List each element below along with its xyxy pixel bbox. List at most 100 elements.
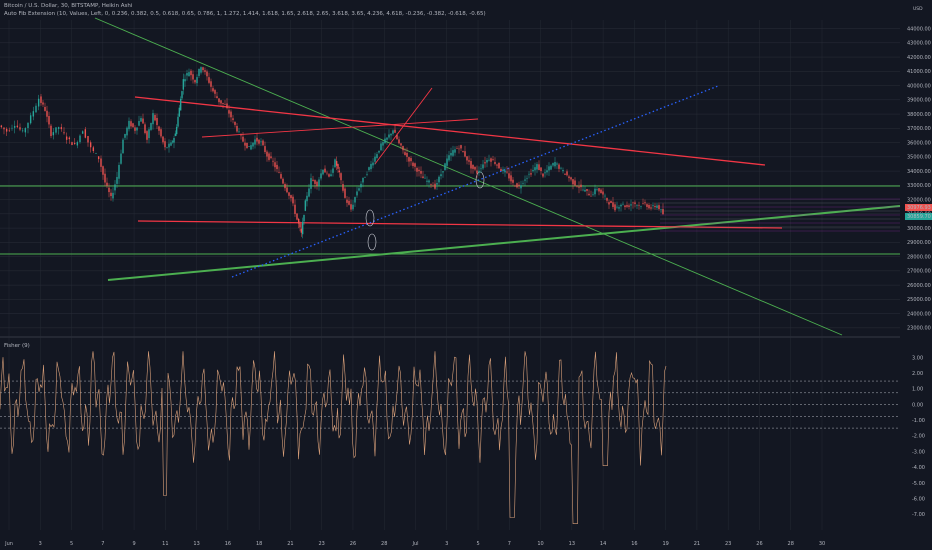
candle-body bbox=[330, 174, 332, 177]
fisher-legend[interactable]: Fisher (9) bbox=[4, 343, 30, 349]
candle-body bbox=[646, 204, 648, 207]
candle-body bbox=[310, 178, 312, 189]
candle-body bbox=[548, 166, 550, 171]
fisher-tick-label: -1.00 bbox=[912, 418, 925, 424]
candle-body bbox=[622, 203, 624, 205]
candle-body bbox=[418, 169, 420, 172]
candle-body bbox=[228, 110, 230, 114]
candle-body bbox=[11, 127, 13, 129]
candle-body bbox=[528, 173, 530, 175]
candle-body bbox=[440, 174, 442, 177]
date-axis[interactable]: Jun 3 5 7 9 11 13 16 18 21 23 26 28 Jul 3 5 7 10 13 14 16 19 2… bbox=[4, 541, 825, 547]
date-tick-label: 30 bbox=[819, 541, 825, 547]
candle-body bbox=[272, 160, 274, 162]
candle-body bbox=[634, 202, 636, 204]
candle-body bbox=[128, 120, 130, 130]
date-tick-label: Jun bbox=[4, 541, 13, 547]
candle-body bbox=[530, 173, 532, 175]
candle-body bbox=[154, 115, 156, 121]
symbol-legend[interactable]: Bitcoin / U.S. Dollar, 30, BITSTAMP, Hei… bbox=[4, 3, 133, 9]
candle-body bbox=[404, 152, 406, 156]
date-tick-label: 16 bbox=[225, 541, 231, 547]
candle-body bbox=[596, 189, 598, 190]
candle-body bbox=[106, 182, 108, 186]
candle-body bbox=[194, 80, 196, 83]
candle-body bbox=[402, 145, 404, 151]
candle-body bbox=[614, 204, 616, 211]
fisher-pane bbox=[0, 351, 900, 524]
candle-body bbox=[186, 73, 188, 76]
candle-body bbox=[602, 191, 604, 195]
date-tick-label: Jul bbox=[411, 541, 418, 547]
candle-body bbox=[536, 164, 538, 170]
candle-body bbox=[0, 125, 3, 128]
candle-body bbox=[546, 170, 548, 173]
date-tick-label: 13 bbox=[569, 541, 575, 547]
candle-body bbox=[560, 167, 562, 169]
candle-body bbox=[178, 107, 181, 117]
candle-body bbox=[168, 143, 170, 148]
candle-body bbox=[304, 200, 307, 211]
candle-body bbox=[32, 111, 35, 117]
candle-body bbox=[652, 205, 654, 207]
candle-body bbox=[292, 196, 294, 204]
candle-body bbox=[134, 127, 136, 131]
candle-body bbox=[438, 176, 440, 183]
price-badge bbox=[905, 204, 932, 211]
candle-body bbox=[206, 71, 208, 77]
candle-body bbox=[156, 117, 158, 125]
fisher-tick-label: -6.00 bbox=[912, 496, 925, 502]
candle-body bbox=[264, 146, 266, 153]
date-tick-label: 3 bbox=[39, 541, 42, 547]
candle-body bbox=[100, 158, 102, 167]
date-tick-label: 23 bbox=[319, 541, 325, 547]
candle-body bbox=[436, 183, 438, 185]
candle-body bbox=[376, 154, 378, 158]
candle-body bbox=[392, 130, 394, 134]
indicator-legend[interactable]: Auto Fib Extension (10, Values, Left, 0,… bbox=[4, 11, 486, 17]
candle-body bbox=[152, 113, 154, 125]
candle-body bbox=[79, 135, 81, 143]
candle-body bbox=[506, 171, 508, 173]
candle-body bbox=[19, 127, 21, 130]
candle-body bbox=[414, 163, 416, 167]
drawings bbox=[0, 17, 901, 336]
candle-body bbox=[372, 162, 374, 166]
candle-body bbox=[432, 186, 434, 187]
candle-body bbox=[644, 202, 646, 204]
candle-body bbox=[620, 204, 622, 207]
candle-body bbox=[476, 170, 478, 174]
candle-body bbox=[52, 132, 55, 136]
candle-body bbox=[576, 185, 578, 187]
candle-body bbox=[406, 152, 408, 157]
price-tick-label: 41000.00 bbox=[907, 69, 931, 75]
candle-body bbox=[612, 202, 614, 207]
candle-body bbox=[496, 164, 498, 166]
price-tick-label: 28000.00 bbox=[907, 254, 931, 260]
candle-body bbox=[420, 171, 422, 174]
candle-body bbox=[538, 164, 540, 171]
price-tick-label: 35000.00 bbox=[907, 155, 931, 161]
candle-body bbox=[568, 176, 570, 179]
candle-body bbox=[222, 102, 224, 104]
candle-body bbox=[520, 185, 522, 189]
price-tick-label: 27000.00 bbox=[907, 269, 931, 275]
candle-body bbox=[108, 187, 110, 193]
candle-body bbox=[626, 205, 628, 207]
candle-body bbox=[144, 124, 146, 134]
fisher-axis[interactable]: 3.00 2.00 1.00 0.00 -1.00 -2.00 -3.00 -4.00 -5.0… bbox=[912, 355, 925, 518]
candle-body bbox=[240, 134, 242, 136]
date-tick-label: 26 bbox=[756, 541, 762, 547]
candle-body bbox=[522, 183, 524, 184]
candle-body bbox=[200, 67, 202, 73]
candle-body bbox=[354, 197, 356, 203]
candle-body bbox=[173, 137, 175, 143]
candle-body bbox=[190, 70, 192, 76]
price-tick-label: 40000.00 bbox=[907, 83, 931, 89]
candle-body bbox=[37, 98, 40, 107]
candle-body bbox=[578, 186, 580, 188]
candle-body bbox=[488, 159, 490, 161]
candle-body bbox=[370, 163, 372, 170]
candle-body bbox=[29, 115, 32, 124]
